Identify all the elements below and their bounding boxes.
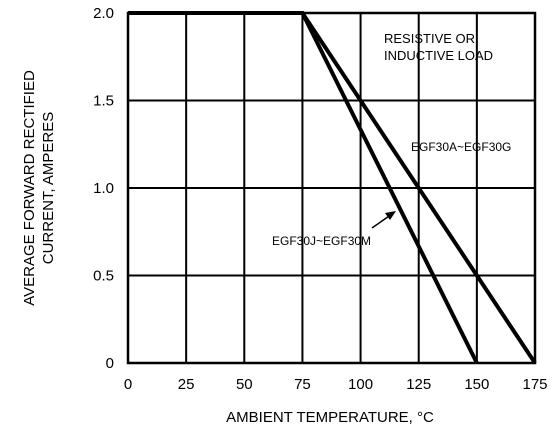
x-tick-label-0: 0	[124, 376, 132, 393]
x-tick-label-5: 125	[406, 376, 431, 393]
series-label-j-text: EGF30J~EGF30M	[272, 234, 371, 248]
y-tick-label-3: 1.5	[93, 93, 114, 110]
y-tick-label-4: 2.0	[93, 5, 114, 22]
plot-frame	[126, 11, 537, 365]
y-axis-label: AVERAGE FORWARD RECTIFIED CURRENT, AMPER…	[21, 70, 57, 306]
x-axis-label: AMBIENT TEMPERATURE, °C	[226, 409, 434, 426]
y-tick-labels: 0 0.5 1.0 1.5 2.0	[93, 5, 114, 372]
x-tick-label-1: 25	[178, 376, 195, 393]
x-tick-labels: 0 25 50 75 100 125 150 175	[124, 376, 548, 393]
y-tick-label-2: 1.0	[93, 180, 114, 197]
y-tick-label-1: 0.5	[93, 268, 114, 285]
x-tick-label-7: 175	[522, 376, 547, 393]
load-annotation-line-1: RESISTIVE OR	[384, 31, 475, 46]
series-label-a-text: EGF30A~EGF30G	[411, 140, 511, 154]
x-tick-label-2: 50	[236, 376, 253, 393]
y-axis-label-line-2: CURRENT, AMPERES	[40, 112, 57, 265]
series-label-egf30j-egf30m: EGF30J~EGF30M	[272, 211, 396, 248]
y-axis-label-line-1: AVERAGE FORWARD RECTIFIED	[21, 70, 38, 306]
y-tick-label-0: 0	[106, 355, 114, 372]
series-label-j-arrowhead	[385, 211, 396, 220]
series-label-egf30a-egf30g: EGF30A~EGF30G	[411, 140, 511, 154]
grid-lines	[127, 12, 536, 364]
x-tick-label-3: 75	[294, 376, 311, 393]
load-annotation-line-2: INDUCTIVE LOAD	[384, 48, 493, 63]
x-tick-label-6: 150	[464, 376, 489, 393]
load-annotation: RESISTIVE OR INDUCTIVE LOAD	[384, 31, 493, 63]
x-tick-label-4: 100	[348, 376, 373, 393]
